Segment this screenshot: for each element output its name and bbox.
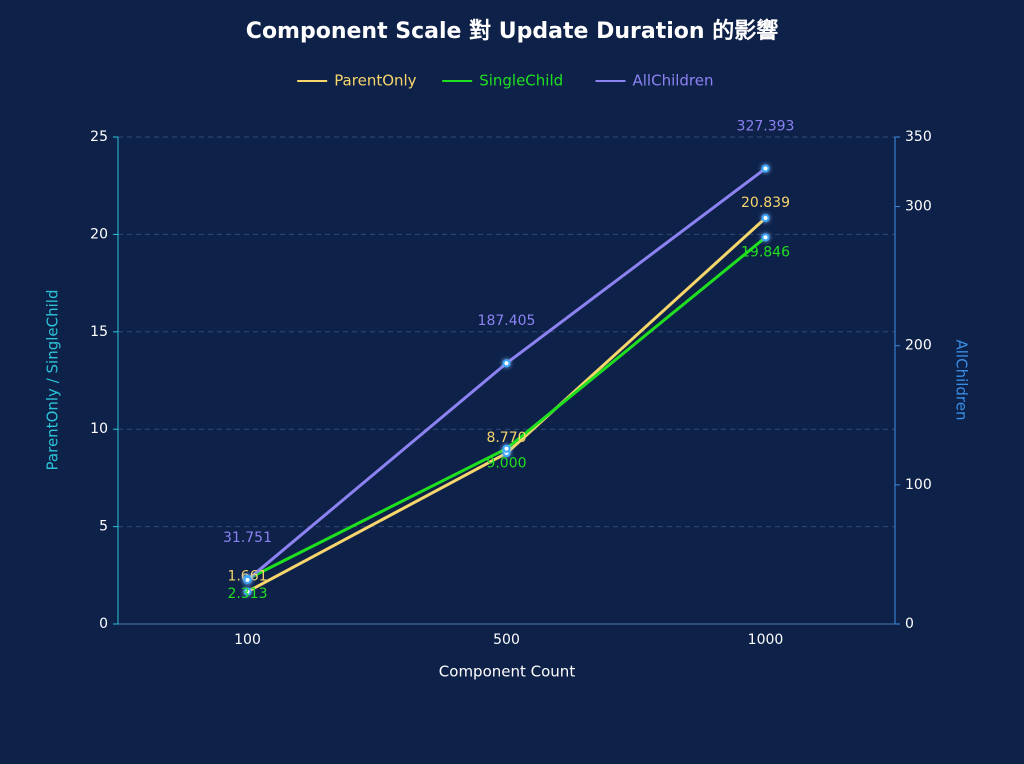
chart-title: Component Scale 對 Update Duration 的影響 <box>246 18 778 44</box>
data-label: 327.393 <box>737 118 795 134</box>
y2-axis-title: AllChildren <box>953 339 971 420</box>
y-tick-label: 10 <box>90 421 108 437</box>
data-point <box>243 575 252 584</box>
data-label: 31.751 <box>223 530 272 546</box>
data-point <box>243 587 252 596</box>
x-tick-label: 500 <box>493 632 520 648</box>
y-tick-label: 0 <box>99 616 108 632</box>
data-point <box>502 444 511 453</box>
legend-label: SingleChild <box>479 72 563 90</box>
y-tick-label: 15 <box>90 324 108 340</box>
data-point <box>761 214 770 223</box>
y-tick-label: 5 <box>99 519 108 535</box>
data-label: 8.770 <box>486 430 526 446</box>
y2-tick-label: 200 <box>905 338 932 354</box>
y-tick-label: 20 <box>90 226 108 242</box>
y2-tick-label: 300 <box>905 199 932 215</box>
y2-tick-label: 350 <box>905 129 932 145</box>
data-label: 2.313 <box>227 586 267 602</box>
data-point <box>502 359 511 368</box>
data-label: 9.000 <box>486 456 526 472</box>
y2-tick-label: 100 <box>905 477 932 493</box>
y-axis-title: ParentOnly / SingleChild <box>44 290 62 471</box>
data-point <box>761 233 770 242</box>
x-tick-label: 1000 <box>748 632 784 648</box>
data-label: 187.405 <box>478 313 536 329</box>
legend-label: AllChildren <box>633 72 714 90</box>
legend-label: ParentOnly <box>334 72 416 90</box>
x-tick-label: 100 <box>234 632 261 648</box>
data-label: 20.839 <box>741 195 790 211</box>
y2-tick-label: 0 <box>905 616 914 632</box>
data-label: 19.846 <box>741 244 790 260</box>
y-tick-label: 25 <box>90 129 108 145</box>
x-axis-title: Component Count <box>439 663 576 681</box>
data-point <box>761 164 770 173</box>
